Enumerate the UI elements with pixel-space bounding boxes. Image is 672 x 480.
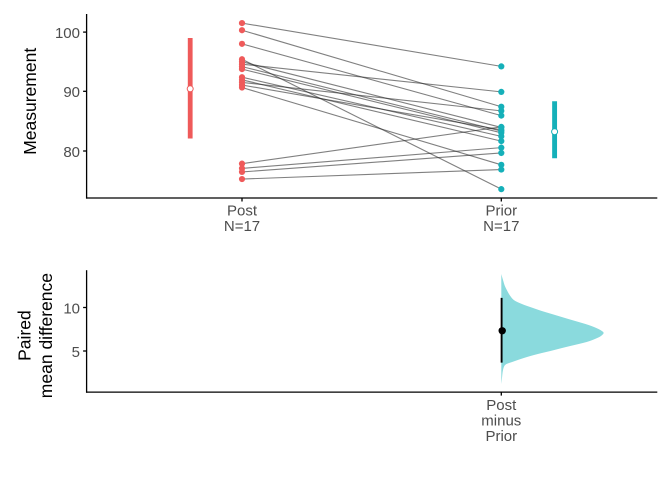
svg-text:100: 100 bbox=[55, 25, 80, 42]
svg-text:5: 5 bbox=[72, 344, 80, 361]
svg-text:minus: minus bbox=[481, 413, 521, 430]
svg-text:80: 80 bbox=[63, 144, 80, 161]
svg-text:Measurement: Measurement bbox=[20, 48, 40, 155]
svg-text:Paired: Paired bbox=[14, 310, 34, 361]
svg-text:N=17: N=17 bbox=[483, 218, 519, 235]
svg-text:Prior: Prior bbox=[485, 203, 517, 220]
svg-text:Post: Post bbox=[486, 397, 517, 414]
svg-text:90: 90 bbox=[63, 84, 80, 101]
svg-text:10: 10 bbox=[63, 300, 80, 317]
svg-text:mean difference: mean difference bbox=[36, 273, 56, 398]
svg-text:N=17: N=17 bbox=[224, 218, 260, 235]
svg-text:Prior: Prior bbox=[485, 428, 517, 445]
svg-text:Post: Post bbox=[227, 203, 258, 220]
